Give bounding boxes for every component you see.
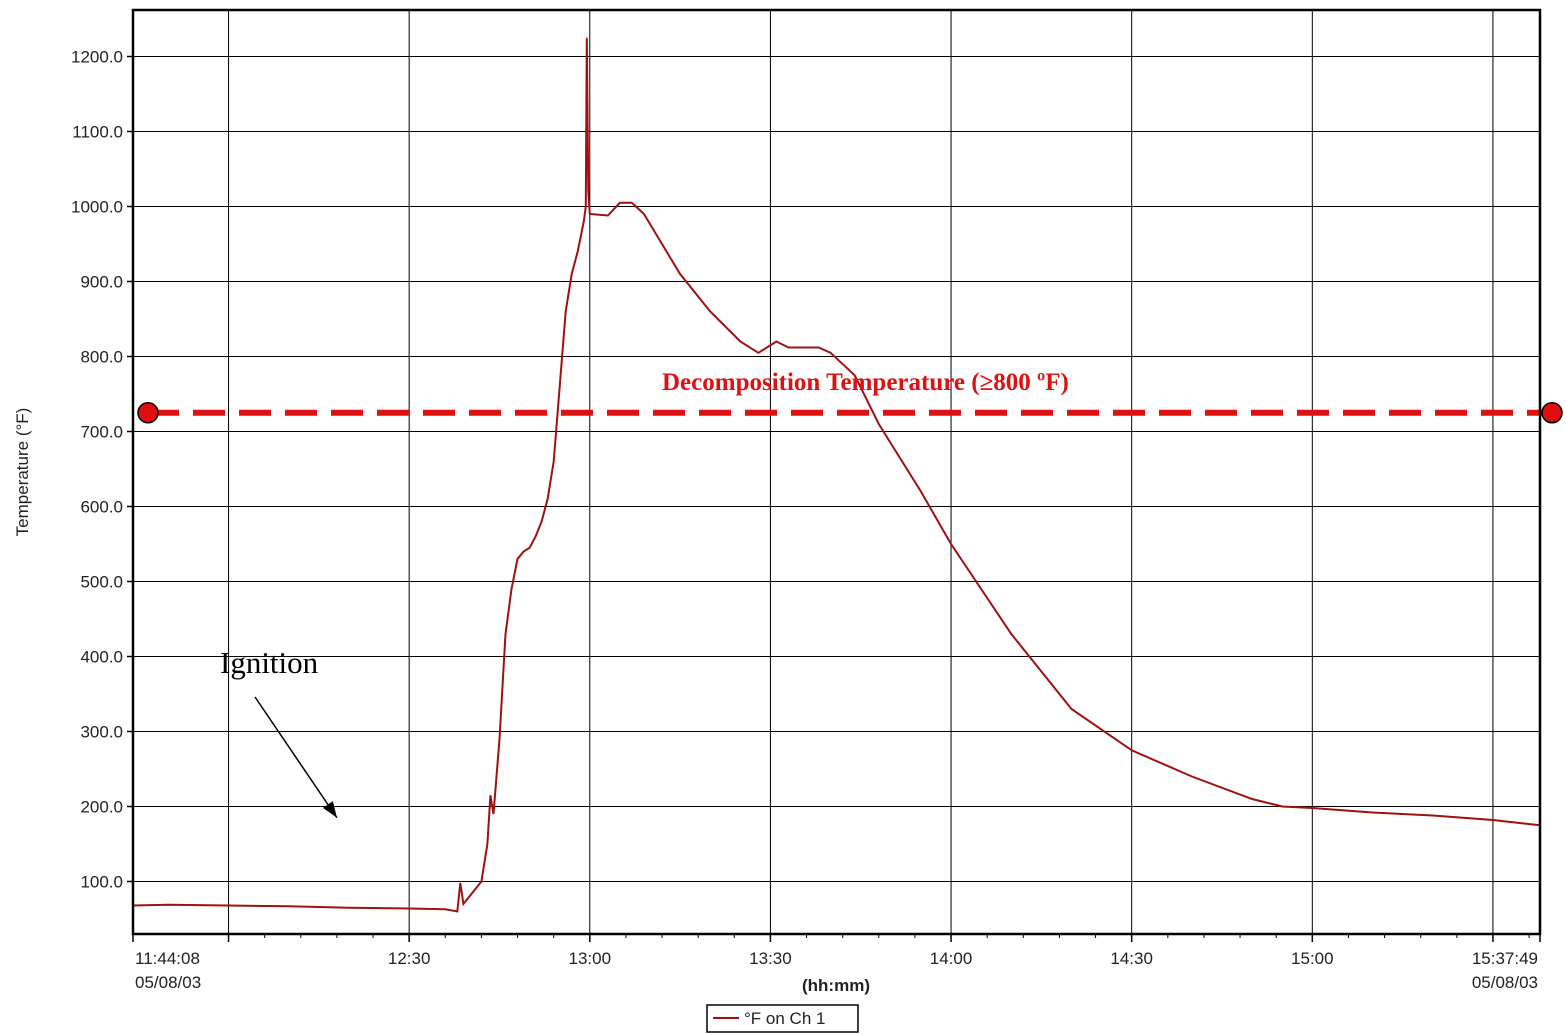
y-tick-label: 700.0 [80, 423, 123, 442]
x-tick-label: 15:37:49 [1472, 949, 1538, 968]
x-axis-ticks: 11:44:08 05/08/03 12:30 13:00 13:30 14:00 14:3… [132, 934, 1541, 992]
y-tick-label: 1100.0 [72, 123, 123, 142]
x-tick-label: 15:00 [1291, 949, 1334, 968]
reference-line-label: Decomposition Temperature (≥800 ºF) [662, 369, 1069, 396]
legend-label: °F on Ch 1 [744, 1009, 825, 1028]
reference-marker-right [1541, 402, 1563, 424]
y-axis-title: Temperature (°F) [13, 408, 32, 537]
y-tick-label: 600.0 [80, 498, 123, 517]
x-tick-label: 13:00 [569, 949, 612, 968]
y-tick-label: 500.0 [80, 573, 123, 592]
y-tick-label: 200.0 [80, 798, 123, 817]
plot-frame [131, 8, 1542, 936]
ignition-arrowhead [322, 801, 337, 818]
x-axis-title: (hh:mm) [802, 976, 870, 995]
ignition-arrow [254, 696, 338, 819]
x-tick-date-label: 05/08/03 [1472, 973, 1538, 992]
x-tick-label: 13:30 [749, 949, 792, 968]
plot-area [133, 10, 1540, 934]
x-tick-label: 14:30 [1110, 949, 1153, 968]
y-tick-label: 1000.0 [71, 198, 123, 217]
y-tick-label: 300.0 [80, 723, 123, 742]
legend: °F on Ch 1 [706, 1004, 859, 1033]
y-tick-label: 1200.0 [71, 48, 123, 67]
x-tick-label: 12:30 [388, 949, 431, 968]
grid-lines [133, 10, 1540, 934]
y-tick-label: 400.0 [80, 648, 123, 667]
reference-marker-left [137, 402, 159, 424]
y-tick-label: 900.0 [80, 273, 123, 292]
x-tick-date-label: 05/08/03 [135, 973, 201, 992]
x-tick-label: 14:00 [930, 949, 973, 968]
ignition-annotation: Ignition [220, 645, 319, 680]
y-tick-label: 100.0 [80, 873, 123, 892]
series-line-ch1 [132, 37, 1541, 913]
x-tick-label: 11:44:08 [135, 949, 200, 968]
y-axis-ticks: 100.0 200.0 300.0 400.0 500.0 600.0 700.0 800.0… [71, 48, 133, 892]
y-tick-label: 800.0 [80, 348, 123, 367]
